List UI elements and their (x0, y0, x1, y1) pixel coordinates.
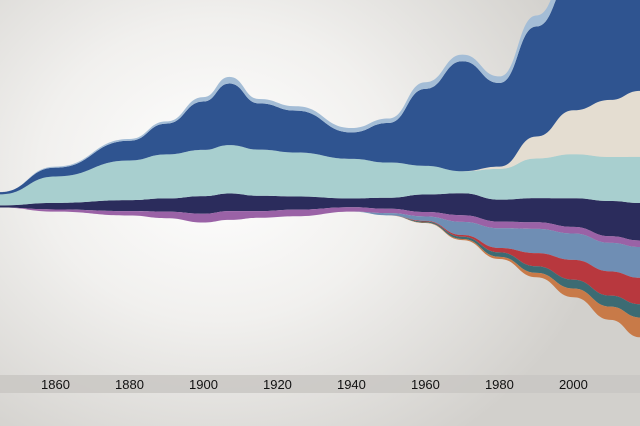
x-tick-label: 2000 (559, 377, 588, 392)
stream-layer-2 (0, 145, 640, 206)
x-tick-label: 1980 (485, 377, 514, 392)
stream-layers (0, 0, 640, 338)
stream-layer-6 (0, 207, 640, 278)
x-tick-label: 1940 (337, 377, 366, 392)
x-tick-label: 1960 (411, 377, 440, 392)
stream-layer-5 (0, 207, 640, 248)
x-tick-label: 1860 (41, 377, 70, 392)
x-tick-label: 1880 (115, 377, 144, 392)
x-axis-band (0, 375, 640, 393)
stream-layer-1 (0, 193, 640, 241)
x-tick-label: 1900 (189, 377, 218, 392)
stream-layer-3 (0, 0, 640, 195)
x-axis-ticks: 1860 1880 1900 1920 1940 1960 1980 2000 (41, 377, 588, 392)
x-tick-label: 1920 (263, 377, 292, 392)
